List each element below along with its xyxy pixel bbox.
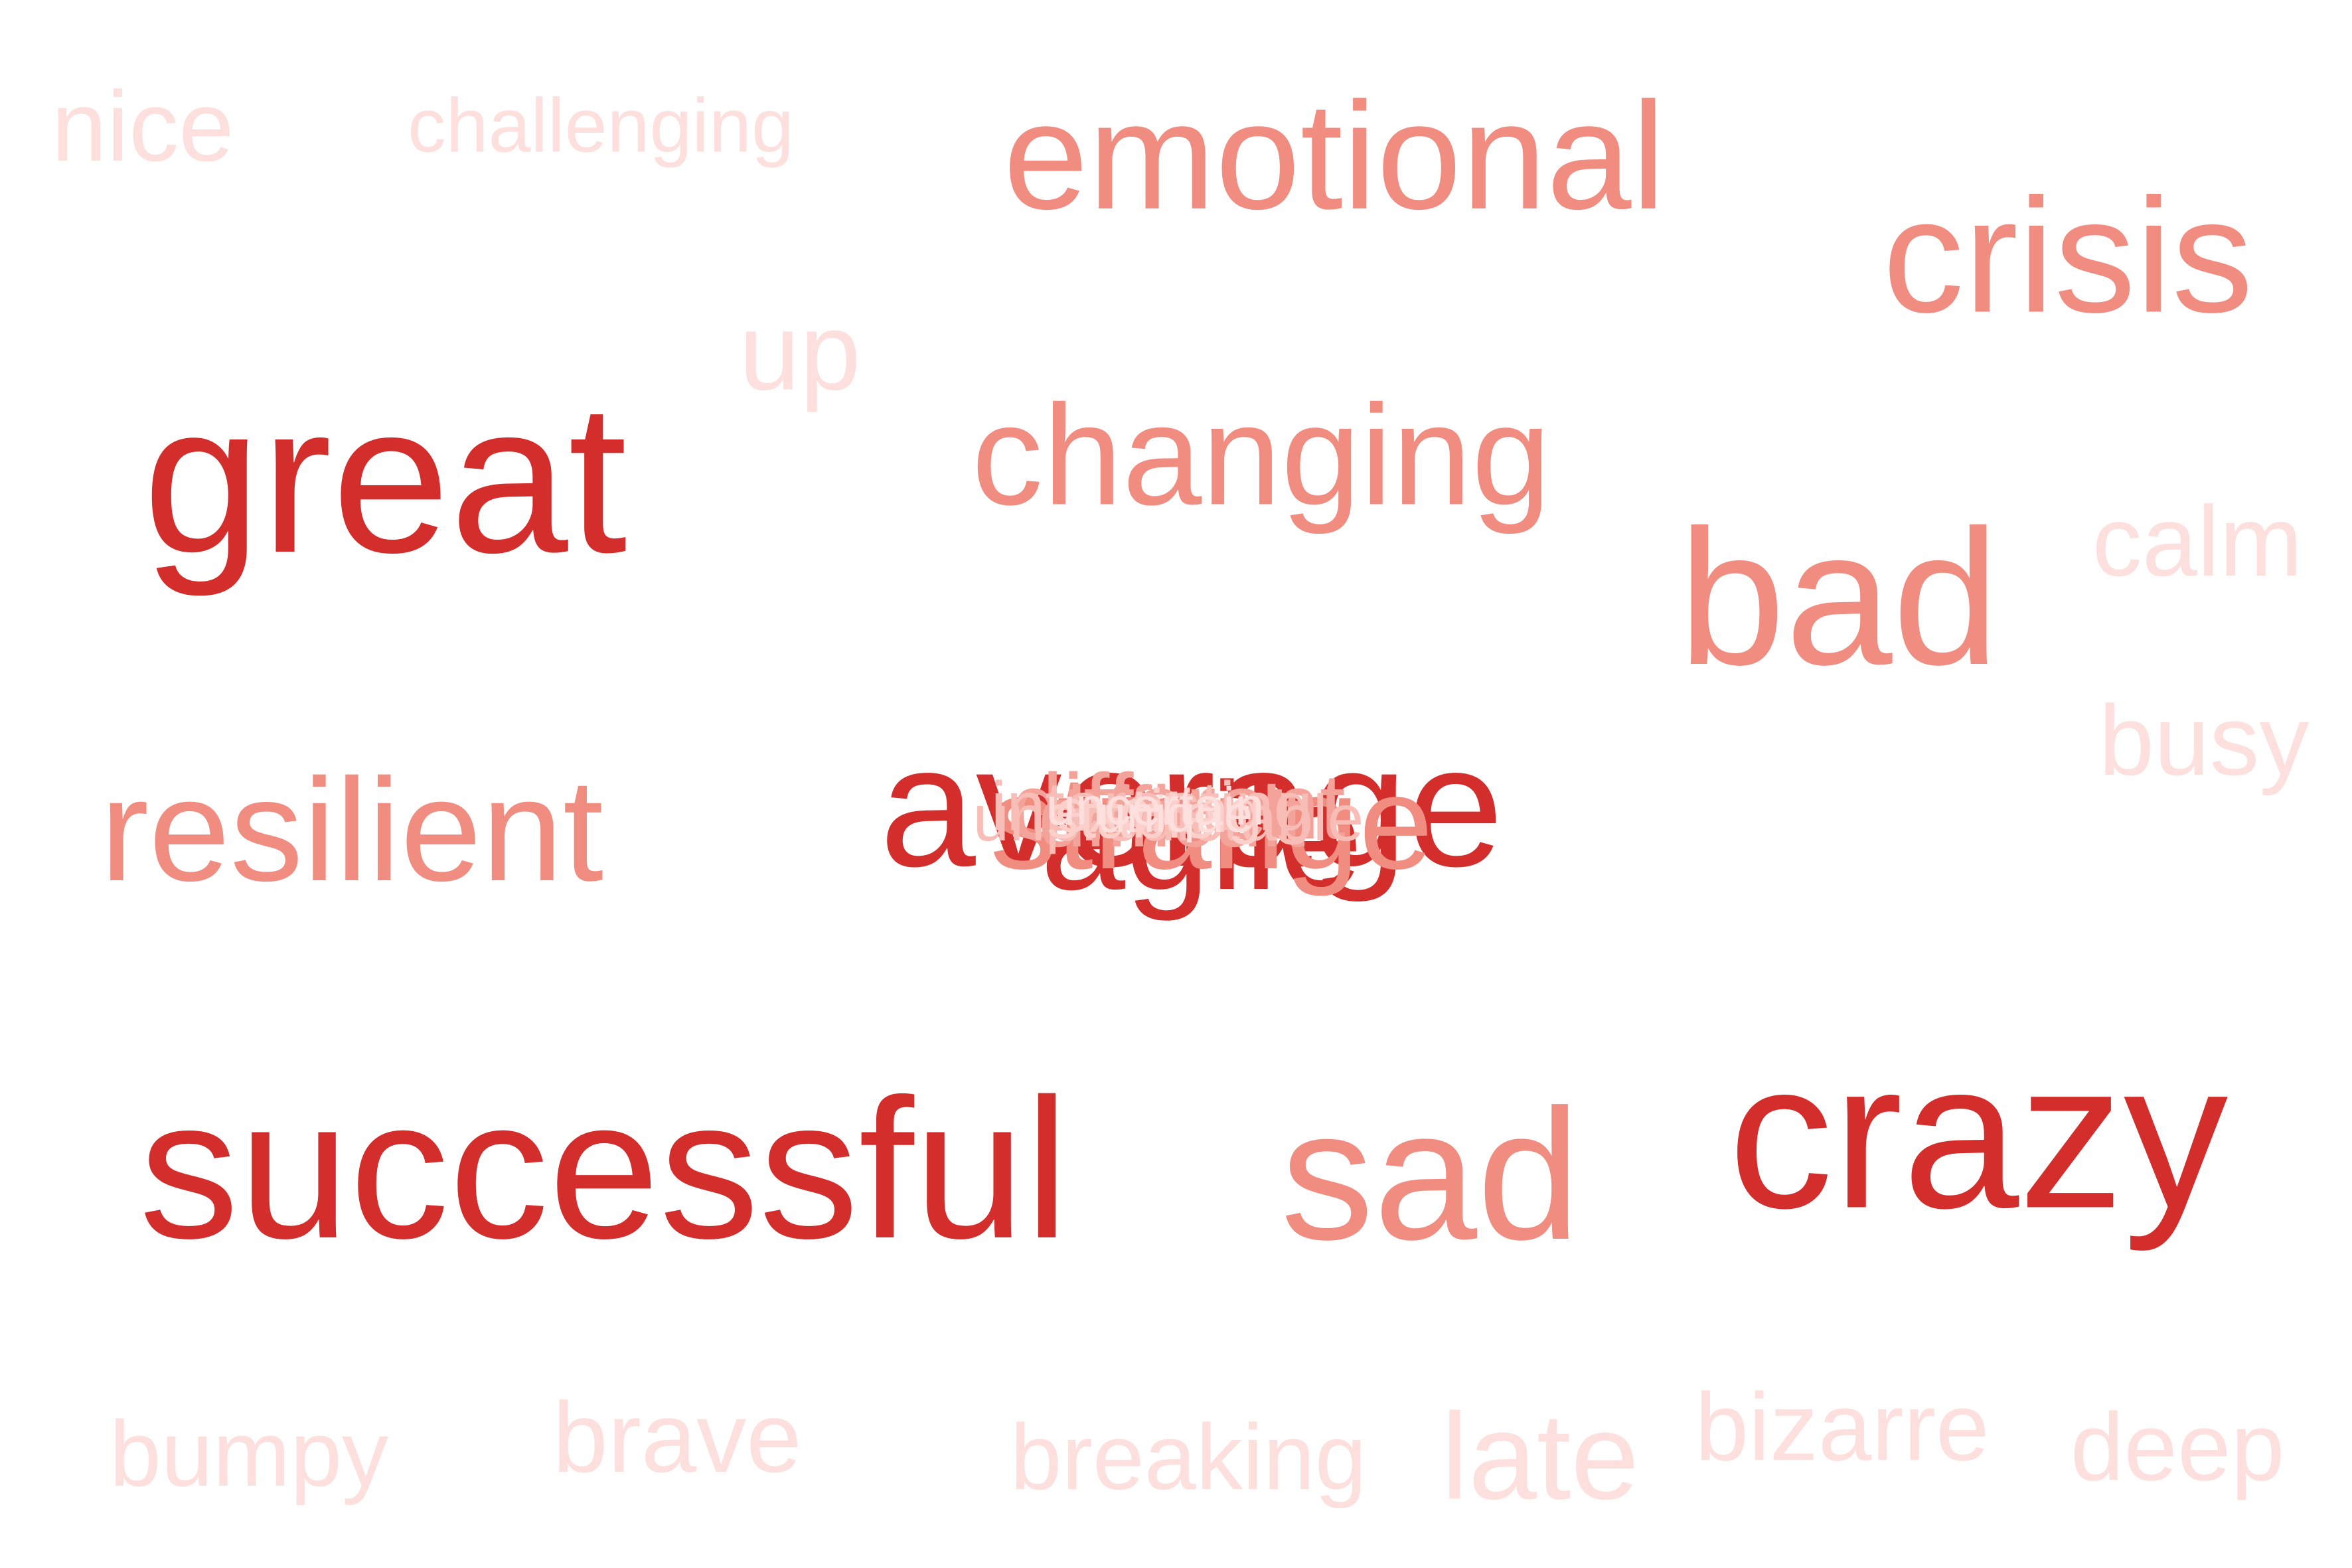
cluster-word-uncertain: uncertain [1046,777,1265,836]
cluster-word-agile: agile [1040,751,1363,921]
cluster-word-unpredictable: unpredictable [973,781,1364,854]
word-resilient: resilient [100,748,604,911]
word-challenging: challenging [408,83,794,169]
word-bad: bad [1678,490,1999,705]
word-bizarre: bizarre [1695,1373,1990,1481]
cluster-word-difficult: difficult [1038,768,1306,865]
word-great: great [143,359,627,597]
cluster-word-different: different [1011,754,1346,858]
word-sad: sad [1281,1071,1581,1279]
word-emotional: emotional [1003,70,1666,241]
word-busy: busy [2098,684,2310,796]
word-breaking: breaking [1010,1405,1367,1509]
cluster-word-stable: stable [1046,781,1217,852]
cluster-word-strange: strange [990,749,1433,897]
word-calm: calm [2092,485,2303,597]
cluster-word-exciting: exciting [1055,777,1262,845]
cluster-word-average: average [880,710,1504,903]
word-successful: successful [139,1057,1069,1280]
word-up: up [739,290,861,413]
word-bumpy: bumpy [109,1401,389,1506]
word-late: late [1441,1388,1640,1526]
word-brave: brave [552,1381,802,1493]
word-changing: changing [971,374,1551,535]
cluster-word-unique: unique [1097,785,1253,843]
word-nice: nice [51,70,234,182]
word-crazy: crazy [1728,1018,2229,1252]
word-crisis: crisis [1883,164,2253,347]
cluster-word-interesting: interesting [990,767,1313,846]
word-deep: deep [2070,1393,2285,1501]
